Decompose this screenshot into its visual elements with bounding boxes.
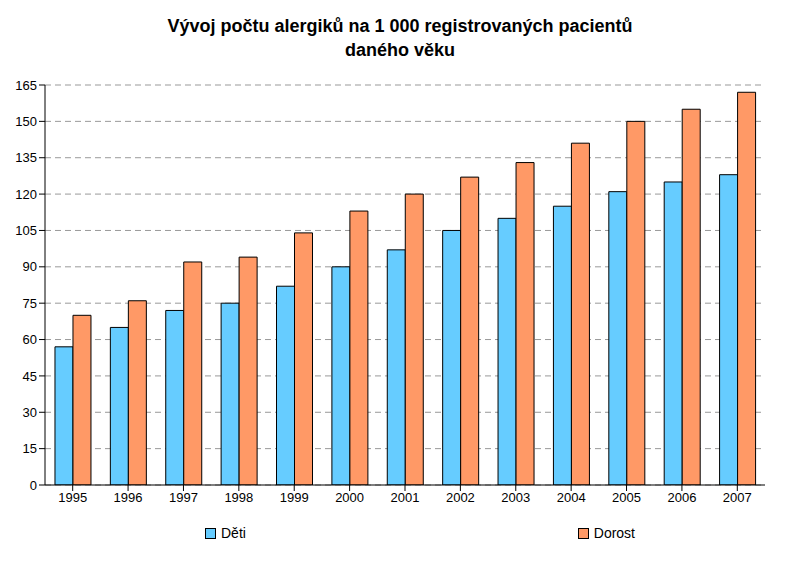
svg-text:15: 15 [23,441,37,456]
svg-text:2005: 2005 [612,490,641,505]
svg-text:0: 0 [30,478,37,493]
svg-text:60: 60 [23,332,37,347]
svg-text:2004: 2004 [557,490,586,505]
svg-text:1999: 1999 [280,490,309,505]
svg-text:2006: 2006 [667,490,696,505]
svg-text:2002: 2002 [446,490,475,505]
html-text:Děti: Děti [221,525,246,541]
svg-text:2007: 2007 [723,490,752,505]
svg-text:1998: 1998 [224,490,253,505]
svg-text:105: 105 [15,223,37,238]
svg-text:2001: 2001 [391,490,420,505]
html-text:Vývoj počtu alergiků na 1 000: Vývoj počtu alergiků na 1 000 registrova… [167,15,633,60]
html-text:Dorost: Dorost [593,525,635,541]
svg-text:2000: 2000 [335,490,364,505]
svg-text:30: 30 [23,405,37,420]
svg-text:1996: 1996 [114,490,143,505]
svg-text:1995: 1995 [58,490,87,505]
svg-text:135: 135 [15,150,37,165]
svg-text:1997: 1997 [169,490,198,505]
svg-text:150: 150 [15,114,37,129]
svg-text:165: 165 [15,78,37,93]
svg-text:2003: 2003 [501,490,530,505]
svg-text:90: 90 [23,259,37,274]
svg-text:75: 75 [23,296,37,311]
svg-text:45: 45 [23,369,37,384]
svg-text:120: 120 [15,187,37,202]
